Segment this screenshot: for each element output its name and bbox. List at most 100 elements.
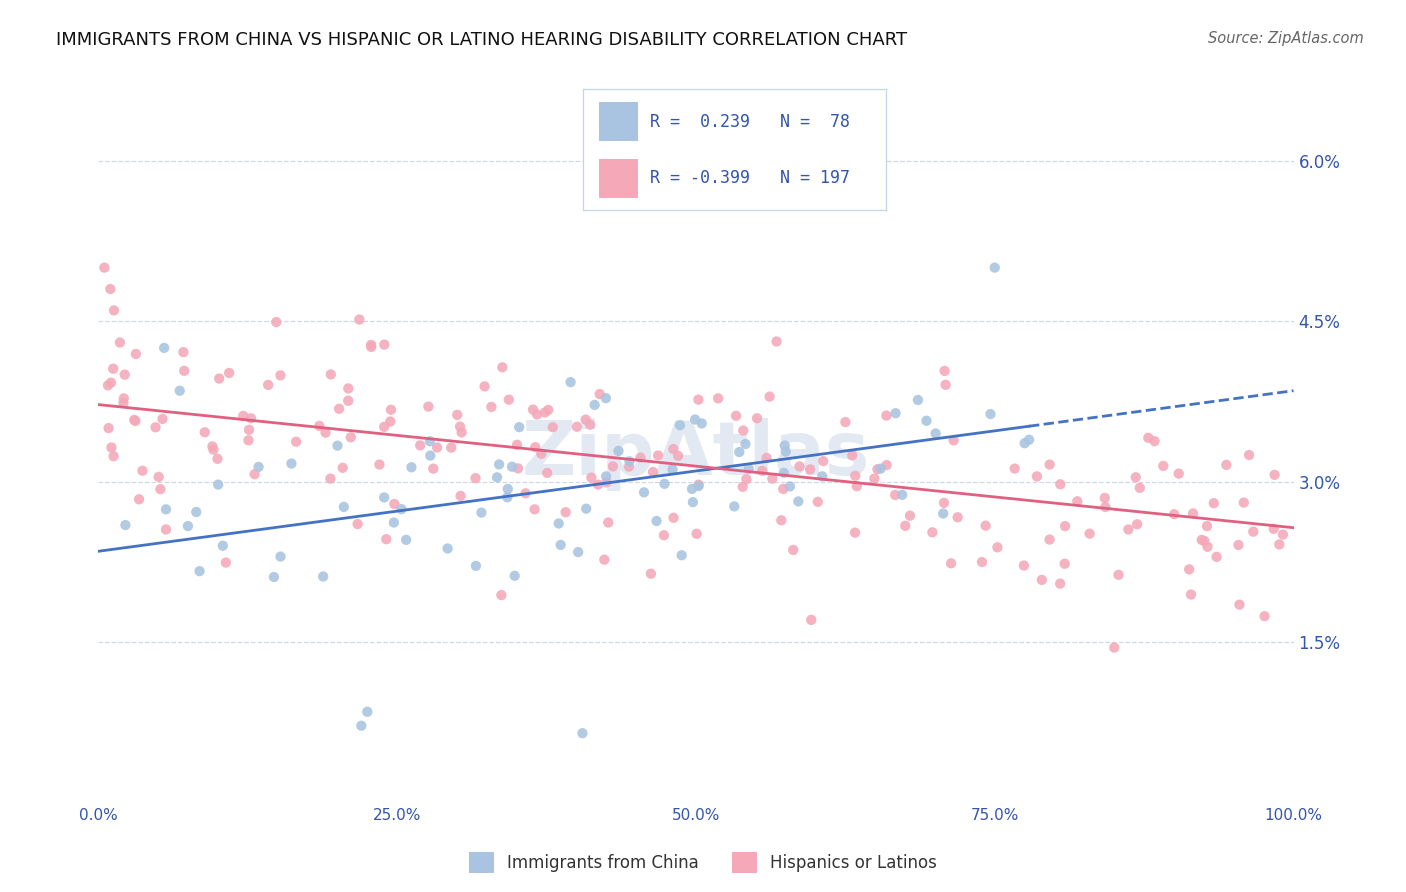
Point — [440, 441, 463, 455]
Point — [734, 437, 756, 451]
Point — [1039, 458, 1062, 472]
Point — [761, 472, 783, 486]
Point — [382, 497, 405, 511]
Point — [723, 500, 745, 514]
Point — [373, 491, 395, 505]
Point — [207, 477, 229, 491]
Point — [128, 492, 150, 507]
Point — [583, 398, 606, 412]
Point — [866, 462, 889, 476]
Point — [688, 479, 710, 493]
Point — [1078, 526, 1101, 541]
Point — [571, 726, 593, 740]
Point — [172, 345, 194, 359]
Point — [735, 472, 758, 486]
Point — [932, 507, 955, 521]
Point — [765, 334, 787, 349]
Point — [263, 570, 285, 584]
Point — [1205, 549, 1227, 564]
Point — [986, 541, 1008, 555]
Point — [1215, 458, 1237, 472]
Point — [707, 392, 730, 406]
Point — [1125, 470, 1147, 484]
Point — [782, 543, 804, 558]
Point — [308, 418, 330, 433]
Point — [1237, 448, 1260, 462]
Point — [921, 525, 943, 540]
Point — [498, 392, 520, 407]
Point — [1167, 467, 1189, 481]
Point — [845, 479, 868, 493]
Point — [974, 518, 997, 533]
Point — [201, 439, 224, 453]
Point — [1197, 540, 1219, 554]
Point — [491, 360, 513, 375]
Point — [148, 470, 170, 484]
Point — [131, 464, 153, 478]
Point — [526, 408, 548, 422]
Point — [215, 556, 238, 570]
Point — [598, 516, 620, 530]
Point — [789, 459, 811, 474]
Point — [547, 516, 569, 531]
Point — [617, 459, 640, 474]
Point — [1195, 519, 1218, 533]
Point — [773, 438, 796, 452]
Point — [426, 441, 449, 455]
Point — [349, 312, 371, 326]
Point — [155, 502, 177, 516]
Point — [481, 400, 503, 414]
Point — [491, 588, 513, 602]
Point — [682, 495, 704, 509]
Point — [1152, 458, 1174, 473]
Point — [589, 387, 612, 401]
Point — [666, 449, 689, 463]
Point — [775, 444, 797, 458]
Bar — [599, 103, 638, 141]
Point — [685, 526, 707, 541]
Point — [319, 472, 342, 486]
Point — [671, 548, 693, 562]
Point — [1241, 524, 1264, 539]
Point — [979, 407, 1001, 421]
Point — [745, 411, 768, 425]
Point — [1094, 491, 1116, 505]
Point — [373, 419, 395, 434]
Point — [800, 613, 823, 627]
Point — [100, 441, 122, 455]
Point — [446, 408, 468, 422]
Point — [464, 471, 486, 485]
Point — [211, 539, 233, 553]
Point — [496, 491, 519, 505]
Point — [669, 418, 692, 433]
Point — [652, 528, 675, 542]
Point — [1227, 538, 1250, 552]
Point — [1263, 522, 1285, 536]
Point — [758, 390, 780, 404]
Text: IMMIGRANTS FROM CHINA VS HISPANIC OR LATINO HEARING DISABILITY CORRELATION CHART: IMMIGRANTS FROM CHINA VS HISPANIC OR LAT… — [56, 31, 907, 49]
Point — [934, 364, 956, 378]
Point — [541, 420, 564, 434]
Point — [915, 414, 938, 428]
Point — [1014, 436, 1036, 450]
Point — [470, 506, 492, 520]
Point — [661, 462, 683, 476]
Point — [970, 555, 993, 569]
Point — [373, 337, 395, 351]
Point — [575, 412, 598, 426]
Point — [125, 347, 148, 361]
Point — [1126, 517, 1149, 532]
Point — [586, 477, 609, 491]
Point — [418, 400, 440, 414]
Point — [894, 518, 917, 533]
Text: R = -0.399   N = 197: R = -0.399 N = 197 — [650, 169, 851, 187]
Point — [1108, 567, 1130, 582]
Point — [772, 466, 794, 480]
Point — [575, 501, 598, 516]
Point — [186, 505, 208, 519]
Point — [1178, 562, 1201, 576]
Point — [946, 510, 969, 524]
Point — [97, 378, 120, 392]
Point — [101, 361, 124, 376]
Point — [688, 477, 710, 491]
